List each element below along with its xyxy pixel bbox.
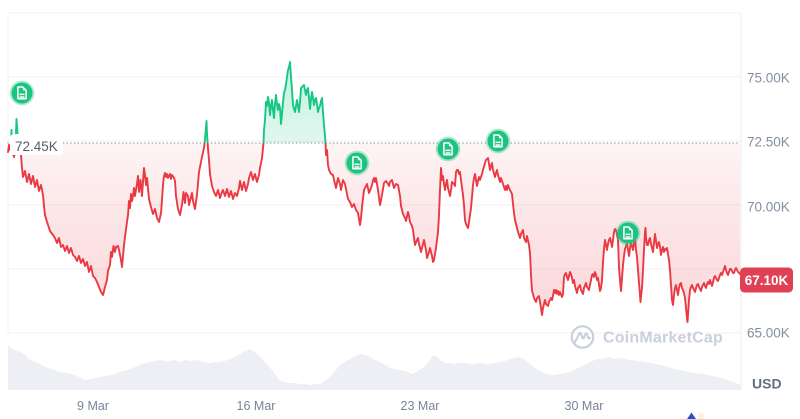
svg-text:70.00K: 70.00K (747, 200, 790, 215)
svg-text:USD: USD (752, 376, 782, 392)
svg-text:72.45K: 72.45K (15, 139, 58, 154)
svg-text:75.00K: 75.00K (747, 71, 790, 86)
svg-text:9 Mar: 9 Mar (77, 399, 109, 413)
svg-text:67.10K: 67.10K (745, 273, 789, 288)
svg-text:72.50K: 72.50K (747, 135, 790, 150)
svg-text:65.00K: 65.00K (747, 326, 790, 341)
svg-text:23 Mar: 23 Mar (401, 399, 440, 413)
svg-text:30 Mar: 30 Mar (565, 399, 604, 413)
svg-text:16 Mar: 16 Mar (237, 399, 276, 413)
svg-text:CoinMarketCap: CoinMarketCap (603, 330, 723, 347)
